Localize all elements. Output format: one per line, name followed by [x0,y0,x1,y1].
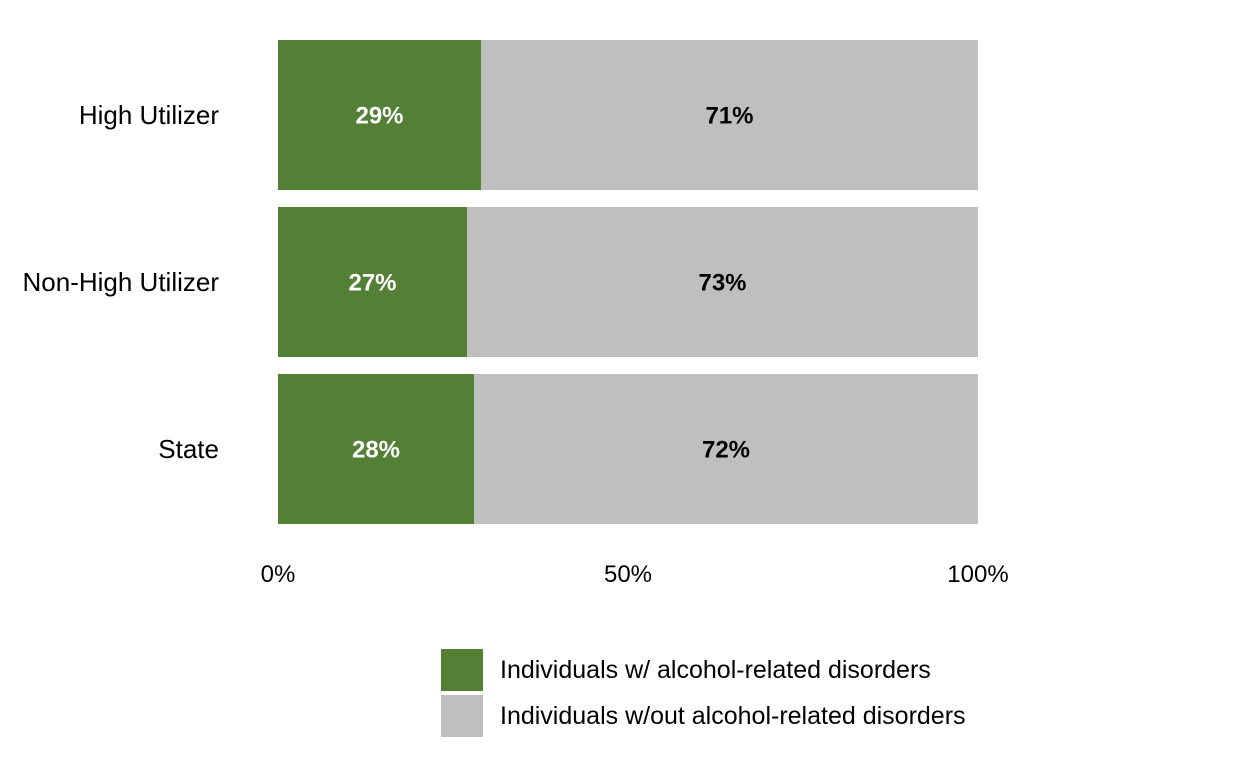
bars-group: 29% 71% 27% 73% 28% 72% [278,40,978,524]
data-label-non-high-utilizer-without-disorders: 73% [698,270,746,297]
legend-label-with-disorders: Individuals w/ alcohol-related disorders [500,655,931,684]
legend-swatch-with-disorders [441,649,483,691]
data-label-non-high-utilizer-with-disorders: 27% [348,270,396,297]
bar-non-high-utilizer-without-disorders [467,207,978,357]
legend-item-with-disorders: Individuals w/ alcohol-related disorders [441,648,966,692]
x-axis-tick-labels-group: 0% 50% 100% [261,561,1009,588]
data-label-high-utilizer-with-disorders: 29% [355,103,403,130]
bar-non-high-utilizer-with-disorders [278,207,467,357]
legend-item-without-disorders: Individuals w/out alcohol-related disord… [441,694,966,738]
bar-high-utilizer-with-disorders [278,40,481,190]
category-label-high-utilizer: High Utilizer [79,100,219,130]
legend: Individuals w/ alcohol-related disorders… [441,648,966,740]
stacked-bar-chart: 29% 71% 27% 73% 28% 72% High Utilizer Non-High… [23,40,1009,588]
category-labels-group: High Utilizer Non-High Utilizer State [23,100,220,464]
bar-state-without-disorders [474,374,978,524]
data-label-state-with-disorders: 28% [352,437,400,464]
bar-state-with-disorders [278,374,474,524]
legend-swatch-without-disorders [441,695,483,737]
bar-high-utilizer-without-disorders [481,40,978,190]
data-label-high-utilizer-without-disorders: 71% [705,103,753,130]
x-tick-label-100: 100% [947,561,1008,588]
category-label-state: State [158,434,219,464]
x-tick-label-0: 0% [261,561,296,588]
category-label-non-high-utilizer: Non-High Utilizer [23,267,220,297]
data-label-state-without-disorders: 72% [702,437,750,464]
x-tick-label-50: 50% [604,561,652,588]
legend-label-without-disorders: Individuals w/out alcohol-related disord… [500,701,966,730]
